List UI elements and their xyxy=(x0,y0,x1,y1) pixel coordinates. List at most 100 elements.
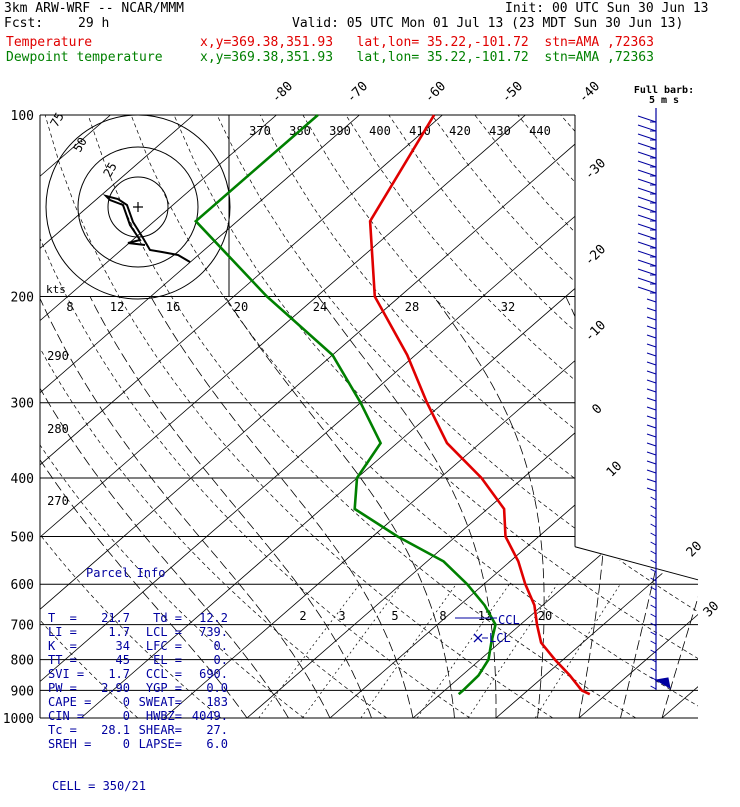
isotherm-label: 0 xyxy=(589,401,605,417)
isotherm-line xyxy=(413,115,740,718)
wind-barb xyxy=(647,308,656,311)
wind-barb xyxy=(647,362,656,365)
wind-barb xyxy=(638,197,656,203)
wind-barb xyxy=(647,434,656,437)
isotherm-label: 30 xyxy=(701,599,723,621)
wind-barb xyxy=(651,686,656,689)
wind-barb xyxy=(651,506,656,509)
mixing-ratio-label: 8 xyxy=(439,609,446,623)
parcel-field-label: PW = xyxy=(48,681,90,695)
parcel-cell: CELL = 350/21 xyxy=(52,779,238,793)
theta-label: 420 xyxy=(449,124,471,138)
wind-barb xyxy=(638,251,656,257)
wind-barb xyxy=(651,668,656,671)
dry-adiabat xyxy=(561,115,740,718)
wind-barb xyxy=(647,371,656,374)
wind-barb xyxy=(651,542,656,545)
wind-barb xyxy=(638,260,656,266)
wind-barb xyxy=(651,596,656,599)
theta-left-label: 270 xyxy=(47,494,69,508)
wind-barb xyxy=(651,560,656,563)
hodograph-axis-label: 16 xyxy=(166,300,180,314)
parcel-field-value: 0 xyxy=(90,737,130,751)
wind-barb xyxy=(638,269,656,275)
pressure-tick-label: 400 xyxy=(11,472,34,487)
parcel-field-value: 0. xyxy=(182,639,228,653)
wind-barb xyxy=(647,479,656,482)
right-axis-diagonal xyxy=(575,547,698,580)
pressure-tick-label: 200 xyxy=(11,291,34,306)
pressure-tick-label: 1000 xyxy=(3,712,34,727)
theta-label: 370 xyxy=(249,124,271,138)
hodograph-ring-label: 50 xyxy=(70,135,89,155)
parcel-field-value: 2.90 xyxy=(90,681,130,695)
wind-barb xyxy=(647,317,656,320)
dry-adiabat xyxy=(217,115,740,718)
pressure-tick-label: 800 xyxy=(11,654,34,669)
wind-barb xyxy=(647,326,656,329)
dry-adiabat xyxy=(518,115,740,718)
parcel-field-value: 739. xyxy=(182,625,228,639)
parcel-field-label: Tc = xyxy=(48,723,90,737)
wind-barb xyxy=(647,416,656,419)
wind-barb xyxy=(647,407,656,410)
parcel-field-label: LI = xyxy=(48,625,90,639)
dry-adiabat xyxy=(174,115,740,718)
wind-barb xyxy=(638,161,656,167)
theta-label: 400 xyxy=(369,124,391,138)
parcel-field-value: 28.1 xyxy=(90,723,130,737)
mixing-ratio-line xyxy=(361,584,456,718)
wind-barb xyxy=(638,170,656,176)
parcel-field-label: SHEAR= xyxy=(130,723,182,737)
wind-barb xyxy=(647,353,656,356)
isotherm-label: -70 xyxy=(344,79,371,106)
barb-legend-unit: 5 m s xyxy=(649,95,679,106)
mixing-ratio-line xyxy=(259,584,360,718)
wind-barb xyxy=(638,242,656,248)
ccl-label: CCL xyxy=(498,613,520,627)
wind-barb xyxy=(638,143,656,149)
wind-barb xyxy=(651,569,656,572)
hodograph-unit: kts xyxy=(46,283,66,296)
parcel-field-label: CAPE = xyxy=(48,695,90,709)
theta-label: 430 xyxy=(489,124,511,138)
parcel-field-label: CIN = xyxy=(48,709,90,723)
parcel-field-value: 45 xyxy=(90,653,130,667)
parcel-field-label: T = xyxy=(48,611,90,625)
wind-barb xyxy=(638,152,656,158)
mixing-ratio-label: 2 xyxy=(299,609,306,623)
dry-adiabat xyxy=(604,115,740,718)
theta-left-label: 290 xyxy=(47,349,69,363)
wind-barb xyxy=(651,533,656,536)
mixing-ratio-line xyxy=(468,584,557,718)
wind-barb-pennant xyxy=(656,678,670,688)
pressure-tick-label: 500 xyxy=(11,530,34,545)
isotherm-line xyxy=(330,115,740,718)
isotherm-label: -80 xyxy=(269,79,296,106)
parcel-field-label: SWEAT= xyxy=(130,695,182,709)
mixing-ratio-label: 20 xyxy=(538,609,552,623)
wind-barb xyxy=(638,287,656,293)
hodograph-ring-label: 75 xyxy=(47,110,66,130)
pressure-tick-label: 100 xyxy=(11,109,34,124)
wind-barb xyxy=(638,116,656,122)
mixing-ratio-label: 5 xyxy=(391,609,398,623)
wind-barb xyxy=(647,452,656,455)
parcel-field-value: 690. xyxy=(182,667,228,681)
isotherm-label: -20 xyxy=(582,242,609,269)
parcel-field-label: SVI = xyxy=(48,667,90,681)
dry-adiabat xyxy=(260,115,740,718)
lcl-marker xyxy=(474,634,482,642)
parcel-field-label: LCL = xyxy=(130,625,182,639)
parcel-field-value: 0. xyxy=(182,653,228,667)
moist-adiabat xyxy=(621,297,689,719)
wind-barb xyxy=(647,344,656,347)
